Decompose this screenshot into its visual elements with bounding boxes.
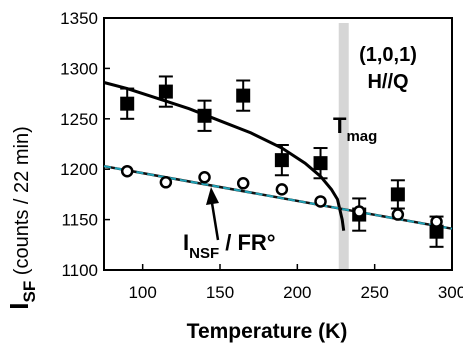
nsf-point: [352, 205, 366, 218]
nsf-point: [430, 215, 443, 228]
sf-point: [120, 96, 135, 111]
order-parameter-fit-line: [103, 81, 346, 231]
insf-arrow: [206, 187, 220, 241]
tmag-band: [338, 23, 349, 270]
x-tick-label: 100: [128, 283, 156, 302]
plot-frame: [103, 17, 453, 271]
reflection-label: (1,0,1): [359, 44, 417, 66]
nsf-point: [236, 177, 250, 190]
data-marks: [120, 75, 444, 248]
linear-fit-dash: [103, 165, 453, 230]
y-tick-label: 1350: [60, 9, 98, 28]
nsf-point: [314, 195, 327, 208]
nsf-point: [391, 208, 405, 221]
axis-ticks: 100 150 200 250 300 1100 1150 1200 1250 1300 1350: [60, 9, 463, 302]
nsf-point: [120, 164, 134, 178]
sf-point: [274, 153, 289, 168]
tmag-label: Tmag: [333, 113, 377, 145]
y-tick-label: 1100: [61, 261, 98, 280]
x-tick-label: 300: [438, 283, 463, 302]
sf-point: [390, 187, 405, 202]
sf-point: [429, 224, 444, 239]
sf-point: [158, 84, 173, 99]
x-axis-label: Temperature (K): [187, 320, 348, 343]
sf-point: [313, 156, 328, 171]
x-tick-label: 250: [360, 283, 388, 302]
y-axis-label: ISF (counts / 22 min): [4, 126, 39, 309]
nsf-point: [275, 183, 289, 196]
y-tick-label: 1200: [60, 160, 98, 179]
x-tick-label: 200: [283, 283, 311, 302]
field-direction-label: H//Q: [367, 71, 408, 93]
y-tick-label: 1150: [61, 211, 98, 230]
x-tick-label: 150: [206, 283, 234, 302]
nsf-point: [198, 171, 211, 184]
tmag-band-layer: [338, 23, 349, 270]
y-tick-label: 1250: [60, 110, 98, 129]
sf-point: [197, 108, 212, 123]
y-tick-label: 1300: [60, 59, 98, 78]
sf-point: [236, 88, 251, 103]
insf-label: INSF / FR°: [183, 230, 276, 262]
nsf-point: [159, 176, 173, 189]
